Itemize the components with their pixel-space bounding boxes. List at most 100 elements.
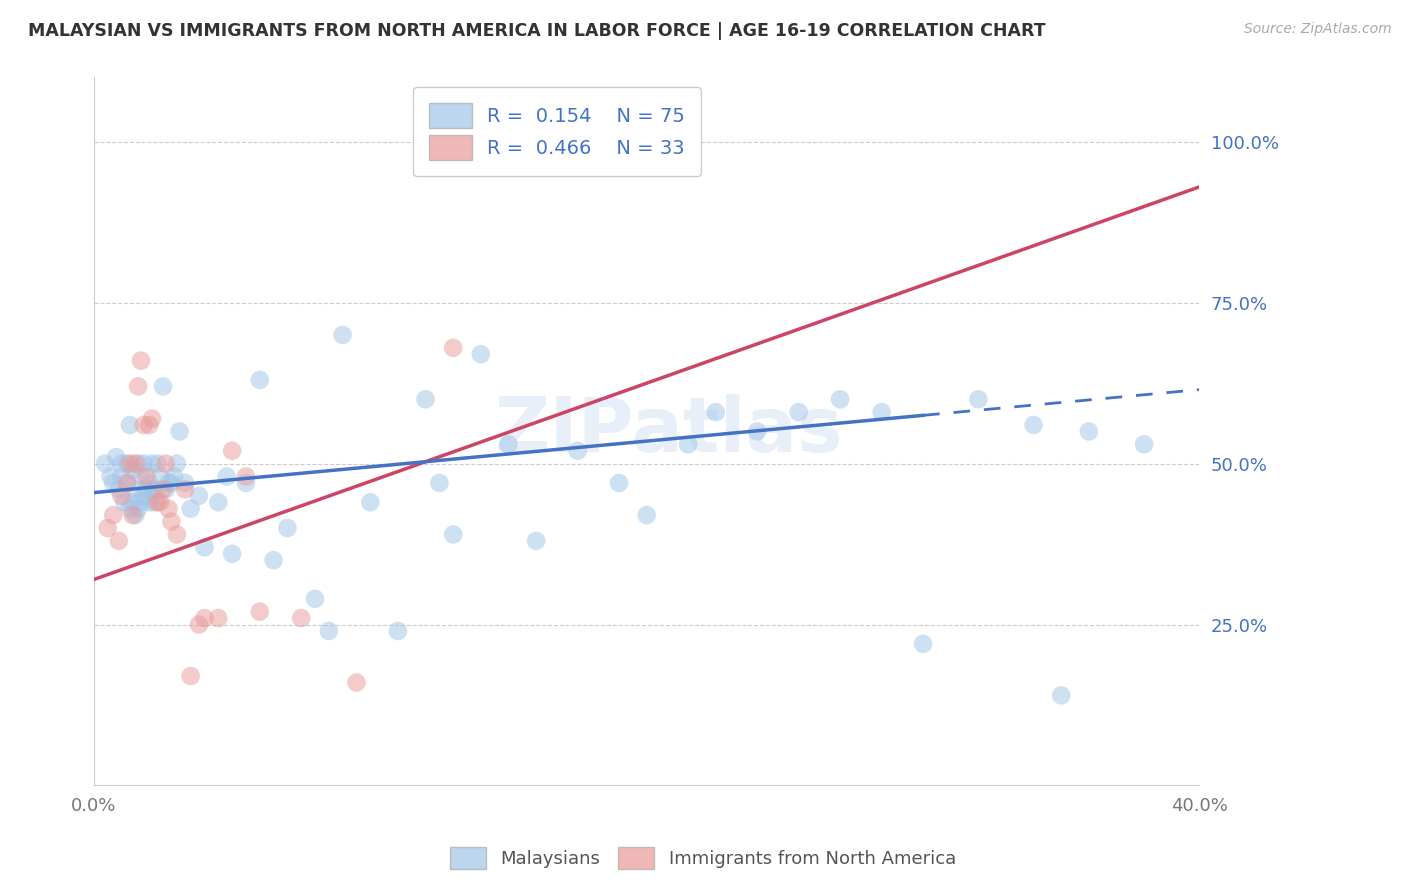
Point [132,489,155,503]
Point [235,469,257,483]
Point [152,379,174,393]
Point [100,469,122,483]
Point [221,547,243,561]
Point [146,495,169,509]
Point [607,475,630,490]
Text: ZIPatlas: ZIPatlas [495,394,844,468]
Point [129,469,152,483]
Point [1077,425,1099,439]
Point [387,624,409,638]
Point [155,457,177,471]
Point [193,541,215,555]
Point [235,475,257,490]
Point [567,443,589,458]
Point [129,353,152,368]
Point [332,327,354,342]
Point [143,483,166,497]
Point [141,411,163,425]
Point [318,624,340,638]
Point [830,392,852,407]
Point [127,379,149,393]
Point [146,457,169,471]
Point [441,527,464,541]
Point [187,617,209,632]
Point [110,489,132,503]
Point [747,425,769,439]
Point [704,405,727,419]
Point [110,469,132,483]
Point [152,483,174,497]
Text: MALAYSIAN VS IMMIGRANTS FROM NORTH AMERICA IN LABOR FORCE | AGE 16-19 CORRELATIO: MALAYSIAN VS IMMIGRANTS FROM NORTH AMERI… [28,22,1046,40]
Point [107,483,129,497]
Point [911,637,934,651]
Point [103,475,125,490]
Point [105,450,128,465]
Point [174,483,197,497]
Point [166,457,188,471]
Point [415,392,437,407]
Point [141,483,163,497]
Point [118,501,141,516]
Point [249,605,271,619]
Point [129,495,152,509]
Point [441,341,464,355]
Point [115,457,138,471]
Point [180,669,202,683]
Legend: R =  0.154    N = 75, R =  0.466    N = 33: R = 0.154 N = 75, R = 0.466 N = 33 [413,87,700,176]
Point [524,533,547,548]
Point [112,495,135,509]
Legend: Malaysians, Immigrants from North America: Malaysians, Immigrants from North Americ… [441,838,965,879]
Point [138,475,160,490]
Point [124,508,146,522]
Point [193,611,215,625]
Point [470,347,492,361]
Point [103,508,125,522]
Point [121,495,143,509]
Point [110,457,132,471]
Point [121,508,143,522]
Point [121,463,143,477]
Point [870,405,893,419]
Point [115,475,138,490]
Point [127,457,149,471]
Point [132,457,155,471]
Point [166,527,188,541]
Point [1022,417,1045,432]
Point [263,553,285,567]
Point [143,495,166,509]
Point [155,483,177,497]
Point [429,475,451,490]
Point [346,675,368,690]
Point [498,437,520,451]
Point [304,591,326,606]
Point [115,475,138,490]
Point [787,405,810,419]
Point [1133,437,1156,451]
Text: Source: ZipAtlas.com: Source: ZipAtlas.com [1244,22,1392,37]
Point [187,489,209,503]
Point [94,457,117,471]
Point [290,611,312,625]
Point [97,521,120,535]
Point [676,437,699,451]
Point [215,469,238,483]
Point [163,469,186,483]
Point [636,508,658,522]
Point [149,469,172,483]
Point [276,521,298,535]
Point [149,495,172,509]
Point [157,501,180,516]
Point [207,495,229,509]
Point [174,475,197,490]
Point [180,501,202,516]
Point [160,515,183,529]
Point [169,425,191,439]
Point [157,475,180,490]
Point [118,457,141,471]
Point [160,475,183,490]
Point [135,483,157,497]
Point [124,483,146,497]
Point [141,457,163,471]
Point [249,373,271,387]
Point [1050,689,1073,703]
